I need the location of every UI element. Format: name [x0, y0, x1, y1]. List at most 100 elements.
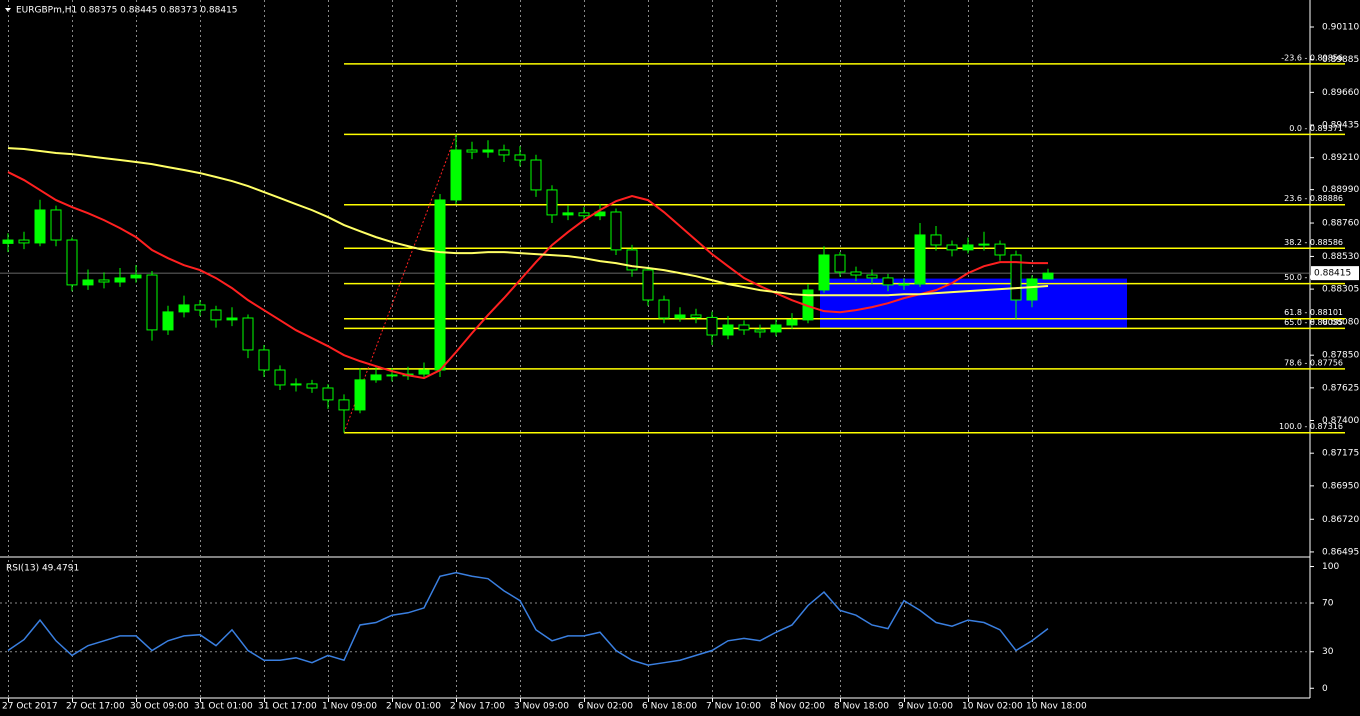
candle-body	[898, 283, 910, 286]
indicator-line	[7, 147, 1049, 297]
candle-body	[146, 274, 158, 331]
fib-label: 23.6 - 0.88886	[1284, 194, 1343, 203]
candle-body	[930, 234, 942, 246]
candle-body	[274, 369, 286, 386]
candle-body	[290, 383, 302, 386]
candle-body	[242, 317, 254, 351]
candle-body	[34, 209, 46, 244]
y-tick-label: 0.87850	[1322, 351, 1359, 361]
y-tick-label: 0.86950	[1322, 481, 1359, 491]
indicator-line	[7, 571, 1049, 666]
y-tick-label: 0.88760	[1322, 219, 1359, 229]
candle-body	[690, 314, 702, 318]
candle-body	[626, 249, 638, 271]
price-tag	[1311, 266, 1359, 281]
y-tick-label: 0.89435	[1322, 121, 1359, 131]
candle-body	[546, 189, 558, 216]
x-tick-label: 27 Oct 17:00	[66, 702, 125, 712]
fib-label: 0.0 - 0.89371	[1289, 124, 1343, 133]
candle-body	[306, 383, 318, 389]
x-tick-label: 31 Oct 01:00	[194, 702, 253, 712]
y-tick-label: 0.89210	[1322, 153, 1359, 163]
candle-body	[450, 149, 462, 201]
x-tick-label: 10 Nov 02:00	[962, 702, 1023, 712]
x-tick-label: 3 Nov 09:00	[514, 702, 569, 712]
candle-body	[98, 279, 110, 283]
candle-body	[658, 299, 670, 319]
fib-label: 78.6 - 0.87756	[1284, 358, 1343, 367]
candle-body	[18, 239, 30, 244]
candle-body	[162, 311, 174, 331]
candle-body	[178, 304, 190, 313]
candle-body	[978, 243, 990, 246]
y-tick-label: 0.89885	[1322, 55, 1359, 65]
candle-body	[818, 254, 830, 291]
x-tick-label: 1 Nov 09:00	[322, 702, 377, 712]
y-tick-label: 100	[1322, 562, 1339, 572]
candle-body	[866, 274, 878, 279]
fib-label: 38.2 - 0.88586	[1284, 238, 1343, 247]
candle-body	[258, 349, 270, 371]
fib-label: 65.0 - 0.88035	[1284, 318, 1343, 327]
candle-body	[738, 324, 750, 331]
candle-body	[194, 304, 206, 311]
y-tick-label: 0.88080	[1322, 317, 1359, 327]
candle-body	[82, 279, 94, 286]
candle-body	[850, 271, 862, 276]
candle-body	[914, 234, 926, 285]
x-tick-label: 8 Nov 18:00	[834, 702, 889, 712]
indicator-line	[7, 171, 1048, 380]
target-zone	[820, 278, 1127, 329]
y-tick-label: 70	[1322, 599, 1334, 609]
candle-body	[338, 399, 350, 411]
candle-body	[386, 374, 398, 377]
candle-body	[530, 159, 542, 191]
x-tick-label: 10 Nov 18:00	[1026, 702, 1087, 712]
candle-body	[482, 149, 494, 153]
candle-body	[562, 212, 574, 216]
candle-body	[322, 387, 334, 401]
candle-body	[946, 244, 958, 251]
y-tick-label: 0.87400	[1322, 416, 1359, 426]
y-tick-label: 0	[1322, 684, 1328, 694]
candle-body	[114, 277, 126, 283]
candle-body	[610, 211, 622, 251]
candle-body	[514, 154, 526, 161]
x-tick-label: 9 Nov 10:00	[898, 702, 953, 712]
y-tick-label: 0.89660	[1322, 88, 1359, 98]
candle-body	[578, 212, 590, 217]
candle-body	[1042, 272, 1054, 280]
candle-body	[994, 243, 1006, 256]
candle-body	[466, 149, 478, 153]
candle-body	[66, 239, 78, 286]
x-tick-label: 2 Nov 01:00	[386, 702, 441, 712]
x-tick-label: 30 Oct 09:00	[130, 702, 189, 712]
candle-body	[834, 254, 846, 273]
x-tick-label: 6 Nov 18:00	[642, 702, 697, 712]
fib-label: -23.6 - 0.89856	[1281, 53, 1343, 62]
candle-body	[882, 277, 894, 286]
y-tick-label: 30	[1322, 647, 1334, 657]
candle-body	[706, 316, 718, 336]
fib-label: 61.8 - 0.88101	[1284, 308, 1343, 317]
candle-body	[370, 374, 382, 381]
candle-body	[754, 329, 766, 333]
x-tick-label: 27 Oct 2017	[2, 702, 58, 712]
candle-body	[498, 149, 510, 156]
y-tick-label: 0.88990	[1322, 185, 1359, 195]
y-tick-label: 0.88305	[1322, 285, 1359, 295]
y-tick-label: 0.90110	[1322, 23, 1359, 33]
y-tick-label: 0.86495	[1322, 547, 1359, 557]
candle-body	[1010, 254, 1022, 301]
candle-body	[434, 199, 446, 371]
x-tick-label: 31 Oct 17:00	[258, 702, 317, 712]
candle-body	[722, 324, 734, 336]
x-tick-label: 6 Nov 02:00	[578, 702, 633, 712]
x-tick-label: 8 Nov 02:00	[770, 702, 825, 712]
x-tick-label: 7 Nov 10:00	[706, 702, 761, 712]
y-tick-label: 0.87625	[1322, 383, 1359, 393]
